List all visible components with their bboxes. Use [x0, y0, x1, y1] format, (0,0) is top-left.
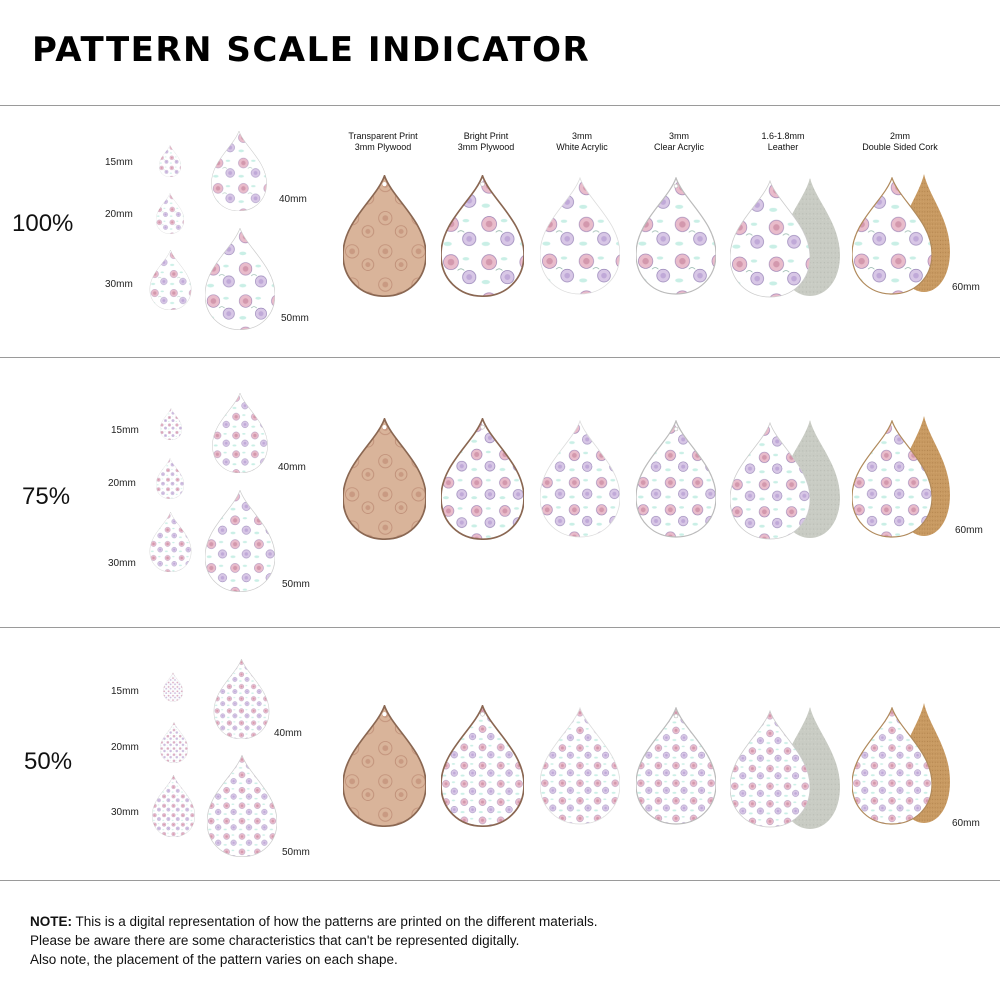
teardrop-50mm: [205, 228, 275, 330]
material-label-white-acrylic: 3mm White Acrylic: [527, 131, 637, 153]
material-line2: 3mm Plywood: [457, 142, 515, 152]
teardrop-50mm: [207, 755, 277, 857]
size-label-50mm: 50mm: [281, 313, 309, 324]
size-label-40mm: 40mm: [278, 462, 306, 473]
teardrop-40mm: [213, 659, 270, 739]
teardrop-transparent-plywood: [343, 705, 426, 827]
material-label-cork: 2mm Double Sided Cork: [845, 131, 955, 153]
material-label-clear-acrylic: 3mm Clear Acrylic: [624, 131, 734, 153]
teardrop-15mm: [160, 408, 182, 440]
teardrop-transparent-plywood: [343, 418, 426, 540]
size-label-20mm: 20mm: [105, 209, 133, 220]
size-label-15mm: 15mm: [111, 425, 139, 436]
teardrop-bright-plywood: [441, 418, 524, 540]
teardrop-40mm: [212, 393, 268, 473]
teardrop-15mm: [159, 145, 181, 177]
material-line1: 1.6-1.8mm: [761, 131, 805, 141]
scale-label: 100%: [12, 210, 74, 237]
scale-label: 75%: [22, 483, 71, 510]
note-line-2: Please be aware there are some character…: [30, 933, 520, 948]
teardrop-clear-acrylic: [636, 707, 716, 825]
size-label-50mm: 50mm: [282, 847, 310, 858]
teardrop-30mm: [152, 775, 195, 837]
divider-top: [0, 105, 1000, 106]
teardrop-cork: [852, 420, 932, 538]
page-title: PATTERN SCALE INDICATOR: [32, 30, 591, 70]
teardrop-30mm: [149, 512, 192, 572]
teardrop-white-acrylic: [540, 707, 620, 825]
material-line2: Clear Acrylic: [653, 142, 704, 152]
note-line-3: Also note, the placement of the pattern …: [30, 952, 398, 967]
size-label-15mm: 15mm: [105, 157, 133, 168]
teardrop-15mm: [163, 672, 183, 702]
size-label-20mm: 20mm: [108, 478, 136, 489]
material-line1: 2mm: [890, 131, 910, 141]
size-label-20mm: 20mm: [111, 742, 139, 753]
size-label-40mm: 40mm: [274, 728, 302, 739]
material-line1: 3mm: [572, 131, 592, 141]
divider-2: [0, 627, 1000, 628]
note-block: NOTE: This is a digital representation o…: [30, 912, 598, 969]
size-label-60mm: 60mm: [952, 282, 980, 293]
teardrop-cork: [852, 177, 932, 295]
teardrop-bright-plywood: [441, 705, 524, 827]
size-label-30mm: 30mm: [111, 807, 139, 818]
divider-bottom: [0, 880, 1000, 881]
material-line1: Transparent Print: [348, 131, 418, 141]
teardrop-clear-acrylic: [636, 177, 716, 295]
material-label-bright-plywood: Bright Print 3mm Plywood: [431, 131, 541, 153]
material-label-transparent-plywood: Transparent Print 3mm Plywood: [328, 131, 438, 153]
teardrop-cork: [852, 707, 932, 825]
material-line2: Leather: [767, 142, 799, 152]
teardrop-20mm: [160, 722, 188, 763]
note-label: NOTE:: [30, 914, 72, 929]
teardrop-30mm: [149, 250, 192, 310]
teardrop-clear-acrylic: [636, 420, 716, 538]
teardrop-40mm: [211, 131, 267, 211]
note-line-1: NOTE: This is a digital representation o…: [30, 912, 598, 931]
material-line1: 3mm: [669, 131, 689, 141]
teardrop-transparent-plywood: [343, 175, 426, 297]
teardrop-20mm: [156, 458, 184, 499]
material-line1: Bright Print: [463, 131, 509, 141]
size-label-60mm: 60mm: [952, 818, 980, 829]
divider-1: [0, 357, 1000, 358]
size-label-60mm: 60mm: [955, 525, 983, 536]
teardrop-bright-plywood: [441, 175, 524, 297]
size-label-30mm: 30mm: [108, 558, 136, 569]
size-label-50mm: 50mm: [282, 579, 310, 590]
material-line2: Double Sided Cork: [862, 142, 938, 152]
size-label-30mm: 30mm: [105, 279, 133, 290]
material-line2: White Acrylic: [556, 142, 608, 152]
material-line2: 3mm Plywood: [354, 142, 412, 152]
teardrop-white-acrylic: [540, 420, 620, 538]
teardrop-50mm: [205, 490, 275, 592]
material-label-leather: 1.6-1.8mm Leather: [728, 131, 838, 153]
note-text-1: This is a digital representation of how …: [72, 914, 598, 929]
size-label-40mm: 40mm: [279, 194, 307, 205]
teardrop-leather: [730, 180, 810, 298]
teardrop-leather: [730, 422, 810, 540]
teardrop-white-acrylic: [540, 177, 620, 295]
teardrop-20mm: [156, 193, 184, 234]
teardrop-leather: [730, 710, 810, 828]
scale-label: 50%: [24, 748, 73, 775]
size-label-15mm: 15mm: [111, 686, 139, 697]
